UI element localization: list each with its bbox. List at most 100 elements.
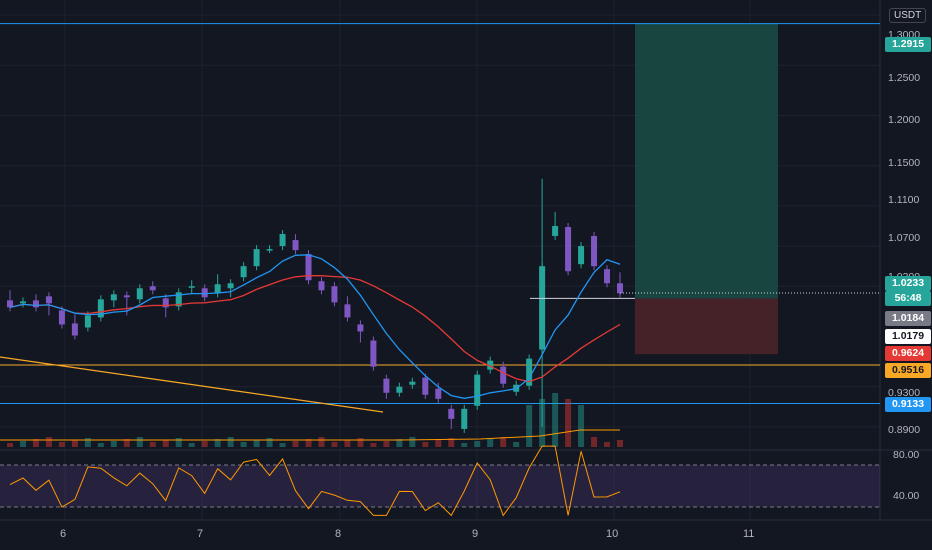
rsi-line xyxy=(9,445,621,517)
volume-bar xyxy=(110,441,117,447)
candle xyxy=(383,378,390,393)
volume-bar xyxy=(331,442,338,447)
volume-bar xyxy=(617,440,623,447)
candle xyxy=(357,324,364,332)
candle xyxy=(435,388,442,399)
current-price-tag: 1.0233 xyxy=(885,276,931,291)
price-tick: 1.1500 xyxy=(888,157,921,169)
candle xyxy=(227,283,234,289)
volume-bar xyxy=(552,393,559,447)
price-tick: 1.2500 xyxy=(888,72,921,84)
volume-bar xyxy=(214,439,221,447)
volume-ma-line xyxy=(0,429,620,441)
candle xyxy=(279,234,286,247)
time-label: 10 xyxy=(606,528,619,540)
volume-bar xyxy=(578,405,585,447)
time-label: 11 xyxy=(743,528,755,540)
volume-bar xyxy=(383,441,390,447)
ma-fast-price-tag: 1.0184 xyxy=(885,311,931,326)
candle xyxy=(604,269,611,284)
volume-bar xyxy=(461,443,468,447)
volume-bar xyxy=(435,440,442,447)
volume-bar xyxy=(370,443,377,447)
volume-bar xyxy=(149,442,156,447)
candle xyxy=(136,288,143,300)
candle xyxy=(32,300,39,308)
time-label: 9 xyxy=(472,528,479,540)
candle xyxy=(123,295,130,298)
stop-zone xyxy=(635,298,778,355)
candle xyxy=(97,299,104,318)
candle xyxy=(175,292,182,307)
rsi-tick: 40.00 xyxy=(893,490,920,502)
volume-bar xyxy=(318,437,325,447)
candle xyxy=(370,340,377,367)
rsi-band xyxy=(0,465,880,507)
volume-bar xyxy=(7,443,13,447)
candle xyxy=(266,249,273,251)
candle xyxy=(240,266,247,278)
volume-bar xyxy=(162,440,169,447)
volume-bar xyxy=(539,399,546,447)
volume-bar xyxy=(474,441,481,447)
volume-bar xyxy=(19,441,26,447)
volume-bar xyxy=(266,438,273,447)
candle xyxy=(461,408,468,429)
ma-slow-line xyxy=(9,274,621,383)
volume-bar xyxy=(292,441,299,447)
candle xyxy=(526,358,533,386)
candle xyxy=(110,294,117,301)
rsi-tick: 80.00 xyxy=(893,449,920,461)
candle xyxy=(474,374,481,406)
entry-price-tag: 1.0179 xyxy=(885,329,931,344)
currency-selector[interactable]: USDT xyxy=(889,8,927,23)
volume-bar xyxy=(32,439,39,447)
volume-bar xyxy=(500,437,507,447)
candle xyxy=(591,236,598,267)
stop-price-tag: 0.9624 xyxy=(885,346,931,361)
volume-bar xyxy=(448,438,455,447)
candle xyxy=(318,281,325,291)
volume-bar xyxy=(526,405,533,447)
price-tick: 1.1100 xyxy=(888,194,920,206)
candle xyxy=(162,298,169,308)
candle xyxy=(253,249,260,267)
volume-bar xyxy=(487,439,494,447)
volume-bar xyxy=(513,442,520,447)
candle xyxy=(84,315,91,328)
volume-bar xyxy=(422,442,429,447)
candle xyxy=(422,377,429,395)
price-tick: 0.9300 xyxy=(888,387,921,399)
volume-bar xyxy=(253,440,260,447)
volume-bar xyxy=(604,442,611,447)
volume-bar xyxy=(97,443,104,447)
volume-bar xyxy=(84,438,91,447)
bar-countdown: 56:48 xyxy=(885,291,931,306)
candle xyxy=(201,288,208,298)
candle xyxy=(58,310,65,325)
volume-bar xyxy=(591,437,598,447)
candle xyxy=(149,286,156,291)
candle xyxy=(552,226,559,237)
candle xyxy=(409,381,416,385)
candle xyxy=(448,408,455,419)
candle xyxy=(19,301,26,304)
candle xyxy=(214,284,221,294)
volume-bar xyxy=(71,440,78,447)
candle xyxy=(188,286,195,288)
trendline xyxy=(0,356,384,413)
ma-fast-line xyxy=(9,254,621,399)
support-price-tag: 0.9516 xyxy=(885,363,931,378)
candle xyxy=(7,300,13,308)
target-price-tag: 1.2915 xyxy=(885,37,931,52)
candle xyxy=(292,240,299,251)
price-tick: 1.2000 xyxy=(888,114,921,126)
candle xyxy=(396,386,403,393)
volume-bar xyxy=(227,437,234,447)
volume-bar xyxy=(357,438,364,447)
price-tick: 0.8900 xyxy=(888,424,921,436)
volume-bar xyxy=(344,440,351,447)
volume-bar xyxy=(240,442,247,447)
candle xyxy=(487,360,494,370)
